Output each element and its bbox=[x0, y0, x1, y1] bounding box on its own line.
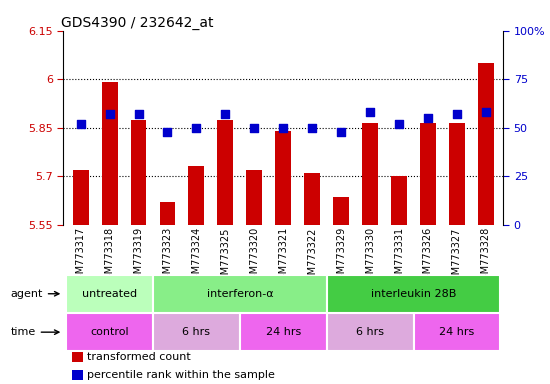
Text: GSM773325: GSM773325 bbox=[221, 227, 230, 286]
Point bbox=[134, 111, 143, 117]
Bar bbox=[478, 63, 494, 225]
Text: GSM773324: GSM773324 bbox=[191, 227, 201, 286]
Bar bbox=[327, 275, 500, 313]
Point bbox=[337, 129, 345, 135]
Bar bbox=[189, 167, 205, 225]
Point bbox=[192, 125, 201, 131]
Bar bbox=[391, 176, 407, 225]
Point bbox=[308, 125, 317, 131]
Bar bbox=[217, 119, 233, 225]
Text: time: time bbox=[10, 327, 59, 337]
Bar bbox=[333, 197, 349, 225]
Text: percentile rank within the sample: percentile rank within the sample bbox=[87, 370, 276, 380]
Bar bbox=[66, 313, 153, 351]
Text: GSM773318: GSM773318 bbox=[104, 227, 114, 286]
Bar bbox=[72, 352, 83, 362]
Text: 6 hrs: 6 hrs bbox=[183, 327, 211, 337]
Bar bbox=[246, 170, 262, 225]
Text: GSM773323: GSM773323 bbox=[162, 227, 173, 286]
Point bbox=[250, 125, 258, 131]
Point bbox=[366, 109, 375, 115]
Bar bbox=[153, 313, 240, 351]
Point bbox=[453, 111, 461, 117]
Text: GSM773321: GSM773321 bbox=[278, 227, 288, 286]
Point bbox=[163, 129, 172, 135]
Bar bbox=[414, 313, 501, 351]
Bar bbox=[362, 123, 378, 225]
Text: GSM773330: GSM773330 bbox=[365, 227, 375, 286]
Text: transformed count: transformed count bbox=[87, 352, 191, 362]
Bar bbox=[420, 123, 436, 225]
Point bbox=[279, 125, 288, 131]
Point bbox=[424, 115, 432, 121]
Text: interferon-α: interferon-α bbox=[206, 289, 273, 299]
Text: 24 hrs: 24 hrs bbox=[266, 327, 301, 337]
Text: control: control bbox=[90, 327, 129, 337]
Point bbox=[76, 121, 85, 127]
Text: GSM773328: GSM773328 bbox=[481, 227, 491, 286]
Bar bbox=[130, 119, 146, 225]
Text: GSM773331: GSM773331 bbox=[394, 227, 404, 286]
Text: GSM773327: GSM773327 bbox=[452, 227, 462, 286]
Point bbox=[105, 111, 114, 117]
Text: GSM773319: GSM773319 bbox=[134, 227, 144, 286]
Point bbox=[395, 121, 404, 127]
Bar bbox=[73, 170, 89, 225]
Text: interleukin 28B: interleukin 28B bbox=[371, 289, 456, 299]
Bar bbox=[72, 370, 83, 380]
Bar bbox=[153, 275, 327, 313]
Text: agent: agent bbox=[10, 289, 59, 299]
Text: GDS4390 / 232642_at: GDS4390 / 232642_at bbox=[61, 16, 213, 30]
Text: untreated: untreated bbox=[82, 289, 137, 299]
Bar bbox=[304, 173, 320, 225]
Bar bbox=[276, 131, 291, 225]
Text: GSM773326: GSM773326 bbox=[423, 227, 433, 286]
Bar bbox=[240, 313, 327, 351]
Bar bbox=[102, 83, 118, 225]
Text: GSM773322: GSM773322 bbox=[307, 227, 317, 286]
Bar bbox=[449, 123, 465, 225]
Text: GSM773329: GSM773329 bbox=[336, 227, 346, 286]
Text: 24 hrs: 24 hrs bbox=[439, 327, 475, 337]
Bar bbox=[66, 275, 153, 313]
Text: GSM773317: GSM773317 bbox=[75, 227, 86, 286]
Text: 6 hrs: 6 hrs bbox=[356, 327, 384, 337]
Text: GSM773320: GSM773320 bbox=[249, 227, 259, 286]
Point bbox=[221, 111, 230, 117]
Bar bbox=[160, 202, 175, 225]
Point bbox=[481, 109, 490, 115]
Bar bbox=[327, 313, 414, 351]
